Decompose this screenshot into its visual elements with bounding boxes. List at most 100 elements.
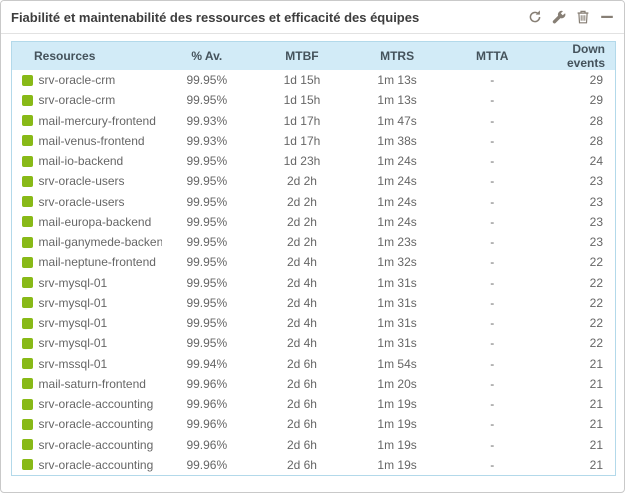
mtbf-value: 2d 4h <box>286 316 317 331</box>
refresh-icon[interactable] <box>528 10 542 24</box>
table-body: srv-oracle-crm 99.95% 1d 15h 1m 13s - 29… <box>12 70 616 475</box>
status-ok-icon <box>22 297 33 309</box>
resource-name: srv-oracle-accounting <box>38 417 154 432</box>
mtrs-value: 1m 47s <box>377 113 417 128</box>
column-header-mtrs[interactable]: MTRS <box>352 41 443 70</box>
availability-value: 99.95% <box>186 73 228 88</box>
mtrs-value: 1m 24s <box>377 154 417 169</box>
status-cell <box>12 333 38 353</box>
minimize-icon[interactable] <box>600 10 614 24</box>
table-row[interactable]: srv-mysql-01 99.95% 2d 4h 1m 31s - 22 <box>12 333 616 353</box>
status-cell <box>12 354 38 374</box>
column-header-resources[interactable]: Resources <box>11 41 162 70</box>
mtta-value: - <box>490 397 495 412</box>
column-header-mtbf[interactable]: MTBF <box>251 41 353 70</box>
mtrs-value: 1m 13s <box>377 73 417 88</box>
resource-name: mail-io-backend <box>38 154 124 169</box>
table-row[interactable]: mail-europa-backend 99.95% 2d 2h 1m 24s … <box>12 212 616 232</box>
mtrs-value: 1m 19s <box>377 397 417 412</box>
mtrs-value: 1m 23s <box>377 235 417 250</box>
down-events-value: 21 <box>589 376 603 391</box>
resource-name: mail-neptune-frontend <box>38 255 156 270</box>
table-row[interactable]: mail-saturn-frontend 99.96% 2d 6h 1m 20s… <box>12 374 616 394</box>
table-row[interactable]: mail-neptune-frontend 99.95% 2d 4h 1m 32… <box>12 252 616 272</box>
table-row[interactable]: mail-venus-frontend 99.93% 1d 17h 1m 38s… <box>12 131 616 151</box>
status-cell <box>12 232 38 252</box>
availability-value: 99.93% <box>186 113 228 128</box>
availability-value: 99.95% <box>186 275 228 290</box>
column-header-down-events[interactable]: Down events <box>542 41 616 70</box>
table-row[interactable]: srv-oracle-crm 99.95% 1d 15h 1m 13s - 29 <box>12 70 616 90</box>
down-events-value: 23 <box>589 235 603 250</box>
mtbf-value: 2d 4h <box>286 255 317 270</box>
resource-name: srv-oracle-accounting <box>38 457 154 472</box>
status-cell <box>12 435 38 455</box>
table-row[interactable]: srv-mysql-01 99.95% 2d 4h 1m 31s - 22 <box>12 293 616 313</box>
mtrs-value: 1m 54s <box>377 356 417 371</box>
status-cell <box>12 374 38 394</box>
status-cell <box>12 313 38 333</box>
reliability-table: Resources % Av. MTBF MTRS MTTA Down even… <box>11 41 616 476</box>
table-row[interactable]: mail-ganymede-backend 99.95% 2d 2h 1m 23… <box>12 232 616 252</box>
table-row[interactable]: srv-oracle-crm 99.95% 1d 15h 1m 13s - 29 <box>12 90 616 110</box>
column-header-availability[interactable]: % Av. <box>161 41 252 70</box>
mtta-value: - <box>490 235 495 250</box>
column-header-mtta[interactable]: MTTA <box>442 41 543 70</box>
table-row[interactable]: srv-oracle-accounting 99.96% 2d 6h 1m 19… <box>12 455 616 475</box>
table-row[interactable]: srv-oracle-accounting 99.96% 2d 6h 1m 19… <box>12 414 616 434</box>
wrench-icon[interactable] <box>552 10 566 24</box>
down-events-value: 22 <box>589 316 603 331</box>
resource-name: mail-mercury-frontend <box>38 113 156 128</box>
status-ok-icon <box>22 135 33 147</box>
mtbf-value: 1d 23h <box>283 154 321 169</box>
down-events-value: 21 <box>589 457 603 472</box>
table-row[interactable]: srv-oracle-users 99.95% 2d 2h 1m 24s - 2… <box>12 192 616 212</box>
status-cell <box>12 455 38 475</box>
down-events-value: 22 <box>589 336 603 351</box>
table-row[interactable]: srv-oracle-accounting 99.96% 2d 6h 1m 19… <box>12 435 616 455</box>
widget-toolbar <box>528 10 614 24</box>
mtrs-value: 1m 24s <box>377 194 417 209</box>
mtbf-value: 2d 4h <box>286 336 317 351</box>
status-ok-icon <box>22 236 33 248</box>
status-ok-icon <box>22 378 33 390</box>
status-cell <box>12 293 38 313</box>
status-cell <box>12 394 38 414</box>
down-events-value: 22 <box>589 275 603 290</box>
mtta-value: - <box>490 316 495 331</box>
availability-value: 99.95% <box>186 316 228 331</box>
table-row[interactable]: srv-oracle-accounting 99.96% 2d 6h 1m 19… <box>12 394 616 414</box>
mtta-value: - <box>490 73 495 88</box>
down-events-value: 29 <box>589 93 603 108</box>
resource-name: srv-oracle-users <box>38 174 125 189</box>
table-row[interactable]: mail-mercury-frontend 99.93% 1d 17h 1m 4… <box>12 111 616 131</box>
table-row[interactable]: srv-oracle-users 99.95% 2d 2h 1m 24s - 2… <box>12 171 616 191</box>
status-cell <box>12 414 38 434</box>
table-row[interactable]: srv-mysql-01 99.95% 2d 4h 1m 31s - 22 <box>12 273 616 293</box>
mtrs-value: 1m 31s <box>377 295 417 310</box>
availability-value: 99.95% <box>186 93 228 108</box>
availability-value: 99.96% <box>186 397 228 412</box>
mtrs-value: 1m 24s <box>377 174 417 189</box>
mtbf-value: 2d 4h <box>286 275 317 290</box>
trash-icon[interactable] <box>576 10 590 24</box>
resource-name: mail-europa-backend <box>38 214 152 229</box>
mtrs-value: 1m 19s <box>377 417 417 432</box>
down-events-value: 21 <box>589 397 603 412</box>
status-cell <box>12 252 38 272</box>
table-row[interactable]: mail-io-backend 99.95% 1d 23h 1m 24s - 2… <box>12 151 616 171</box>
down-events-value: 22 <box>589 255 603 270</box>
mtbf-value: 1d 15h <box>283 73 321 88</box>
resource-name: srv-mssql-01 <box>38 356 108 371</box>
status-ok-icon <box>22 459 33 471</box>
table-row[interactable]: srv-mysql-01 99.95% 2d 4h 1m 31s - 22 <box>12 313 616 333</box>
mtbf-value: 1d 17h <box>283 113 321 128</box>
down-events-value: 21 <box>589 356 603 371</box>
down-events-value: 23 <box>589 174 603 189</box>
status-ok-icon <box>22 155 33 167</box>
mtbf-value: 2d 2h <box>286 235 317 250</box>
availability-value: 99.94% <box>186 356 228 371</box>
down-events-value: 29 <box>589 73 603 88</box>
table-row[interactable]: srv-mssql-01 99.94% 2d 6h 1m 54s - 21 <box>12 354 616 374</box>
